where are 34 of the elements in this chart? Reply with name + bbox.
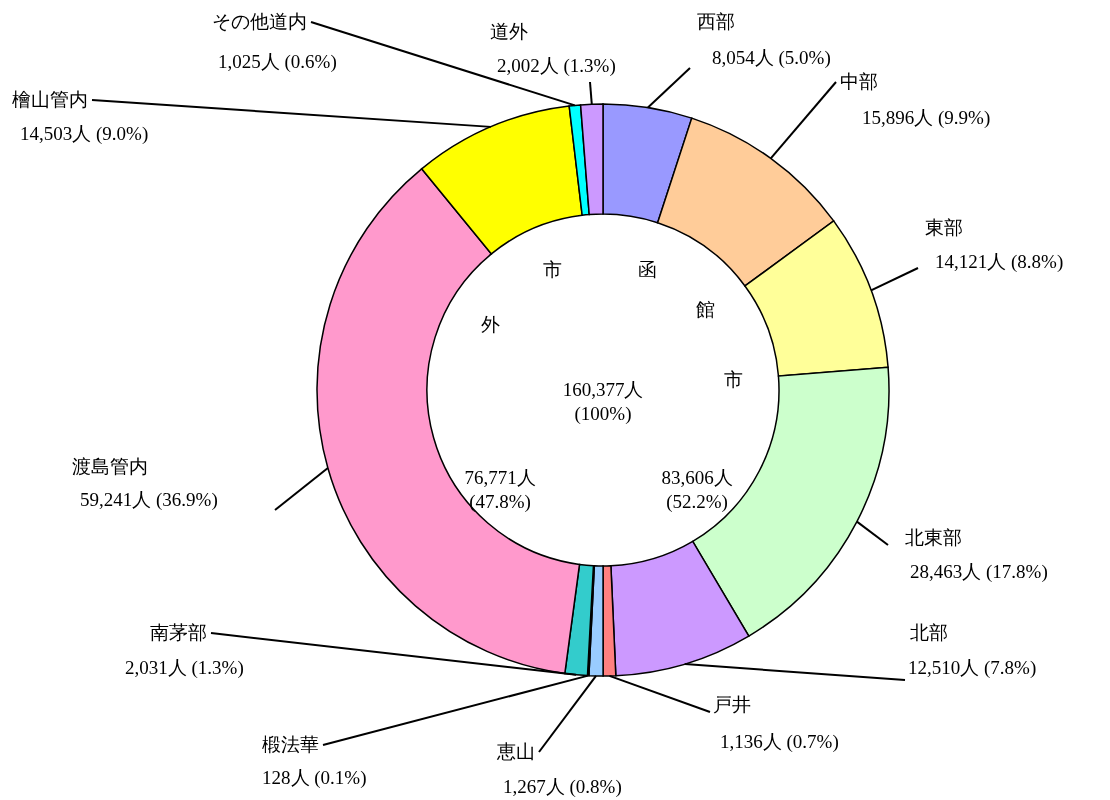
text: 市 (723, 369, 743, 390)
data-label: 128人 (0.1%) (262, 767, 367, 789)
slice-label: 北部 (910, 622, 948, 643)
data-label: 1,025人 (0.6%) (218, 51, 337, 73)
data-label: 59,241人 (36.9%) (80, 489, 218, 511)
slice-label: 恵山 (496, 741, 535, 762)
slice-label: 東部 (925, 217, 963, 238)
data-label: 15,896人 (9.9%) (862, 107, 991, 129)
text: 160,377人 (100%) (562, 379, 644, 425)
text: 76,771人 (47.8%) (464, 467, 536, 513)
data-label: 2,002人 (1.3%) (497, 55, 616, 77)
slice-label: 中部 (840, 71, 878, 92)
slice-label: 道外 (490, 21, 528, 42)
text: 83,606人 (52.2%) (661, 467, 733, 513)
text: 函 (637, 259, 657, 280)
data-label: 14,503人 (9.0%) (20, 123, 149, 145)
data-label: 2,031人 (1.3%) (125, 657, 244, 679)
data-label: 14,121人 (8.8%) (935, 251, 1064, 273)
data-label: 12,510人 (7.8%) (908, 657, 1037, 679)
slice-label: 椴法華 (262, 734, 319, 755)
text: 館 (695, 299, 715, 320)
slice-label: 檜山管内 (12, 89, 88, 110)
slice-label: 南茅部 (150, 622, 207, 643)
slice-label: 渡島管内 (72, 456, 148, 477)
slice-label: 戸井 (713, 694, 751, 715)
data-label: 28,463人 (17.8%) (910, 561, 1048, 583)
text: 外 (480, 314, 500, 335)
slice-label: 北東部 (905, 527, 962, 548)
data-label: 8,054人 (5.0%) (712, 47, 831, 69)
text: 市 (542, 259, 562, 280)
slice-label: その他道内 (212, 11, 307, 32)
slice-label: 西部 (697, 11, 735, 32)
data-label: 1,136人 (0.7%) (720, 731, 839, 753)
data-label: 1,267人 (0.8%) (503, 776, 622, 798)
